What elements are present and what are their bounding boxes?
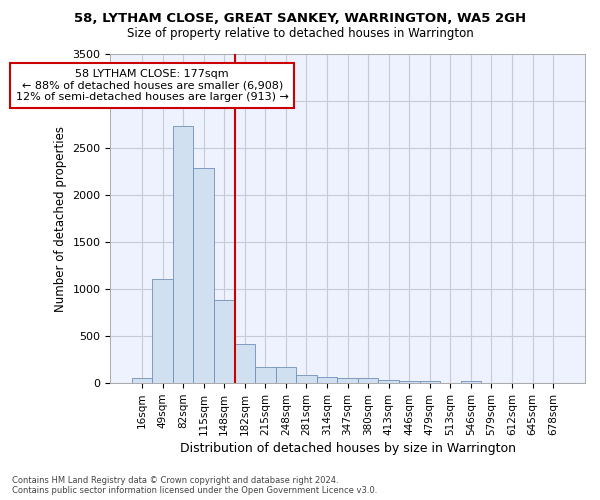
- Bar: [419, 381, 440, 383]
- Bar: [255, 366, 275, 383]
- Bar: [296, 374, 317, 383]
- Bar: [275, 367, 296, 383]
- Text: Size of property relative to detached houses in Warrington: Size of property relative to detached ho…: [127, 28, 473, 40]
- Bar: [317, 376, 337, 383]
- Text: 58 LYTHAM CLOSE: 177sqm
← 88% of detached houses are smaller (6,908)
12% of semi: 58 LYTHAM CLOSE: 177sqm ← 88% of detache…: [16, 69, 289, 102]
- Bar: [379, 380, 399, 383]
- Bar: [337, 378, 358, 383]
- Bar: [358, 378, 379, 383]
- Text: Contains HM Land Registry data © Crown copyright and database right 2024.
Contai: Contains HM Land Registry data © Crown c…: [12, 476, 377, 495]
- Y-axis label: Number of detached properties: Number of detached properties: [54, 126, 67, 312]
- X-axis label: Distribution of detached houses by size in Warrington: Distribution of detached houses by size …: [179, 442, 515, 455]
- Bar: [152, 279, 173, 383]
- Bar: [193, 168, 214, 383]
- Bar: [235, 344, 255, 383]
- Bar: [214, 300, 235, 383]
- Text: 58, LYTHAM CLOSE, GREAT SANKEY, WARRINGTON, WA5 2GH: 58, LYTHAM CLOSE, GREAT SANKEY, WARRINGT…: [74, 12, 526, 26]
- Bar: [461, 382, 481, 383]
- Bar: [399, 381, 419, 383]
- Bar: [173, 126, 193, 383]
- Bar: [132, 378, 152, 383]
